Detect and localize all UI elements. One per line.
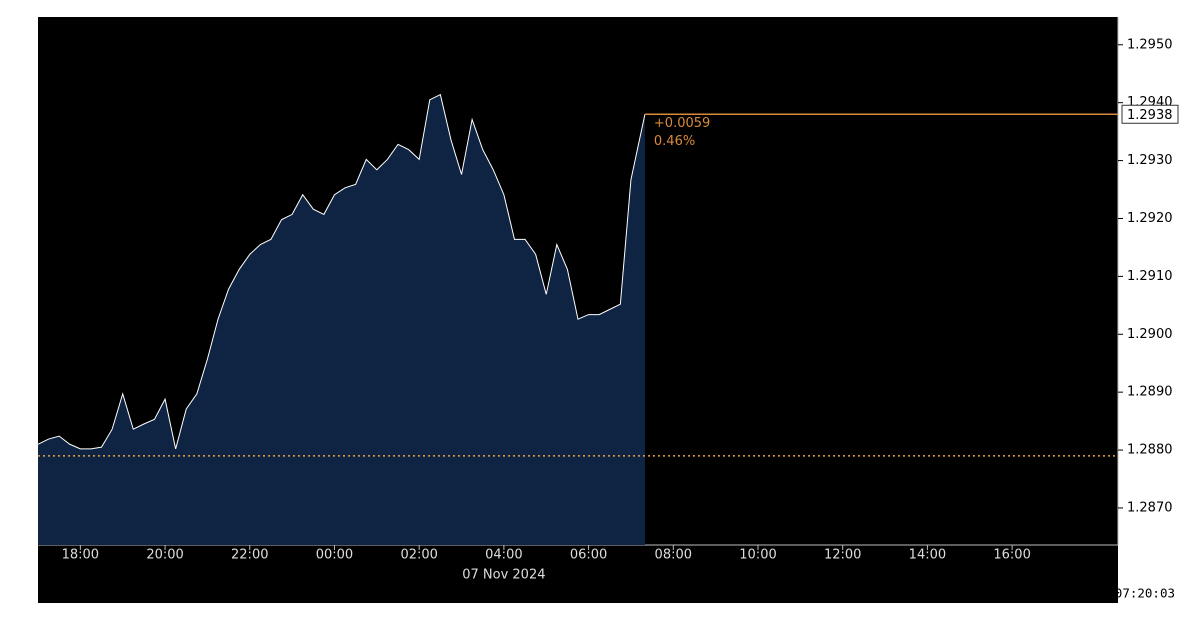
price-line [37, 93, 646, 450]
x-tick-label: 18:00 [62, 548, 99, 563]
x-tick-label: 16:00 [993, 548, 1030, 563]
y-tick-label: 1.2910 [1127, 269, 1173, 284]
y-tick-label: 1.2880 [1127, 443, 1173, 458]
y-tick-label: 1.2900 [1127, 327, 1173, 342]
x-tick-label: 14:00 [909, 548, 946, 563]
footer-left: GBP Curncy (British Pound Spot) 1 Days T… [40, 586, 364, 601]
change-annotation: 0.46% [654, 134, 695, 149]
last-value-box [1121, 104, 1179, 124]
y-tick-label: 1.2870 [1127, 500, 1173, 515]
footer-right: 07-Nov-2024 07:20:03 [1024, 586, 1175, 601]
x-tick-label: 10:00 [739, 548, 776, 563]
x-tick-label: 20:00 [146, 548, 183, 563]
x-tick-label: 06:00 [570, 548, 607, 563]
area [38, 94, 645, 545]
x-tick-label: 04:00 [485, 548, 522, 563]
y-tick-label: 1.2930 [1127, 153, 1173, 168]
x-tick-label: 08:00 [655, 548, 692, 563]
date-label: 07 Nov 2024 [462, 568, 545, 583]
footer-center: Copyright© 2024 Bloomberg Finance L.P. [547, 586, 833, 601]
x-tick-label: 02:00 [400, 548, 437, 563]
change-annotation: +0.0059 [654, 116, 710, 131]
y-tick-label: 1.2950 [1127, 37, 1173, 52]
y-tick-label: 1.2890 [1127, 385, 1173, 400]
last-value-label: 1.2938 [1127, 108, 1173, 123]
x-tick-label: 00:00 [316, 548, 353, 563]
x-tick-label: 22:00 [231, 548, 268, 563]
x-tick-label: 12:00 [824, 548, 861, 563]
y-tick-label: 1.2920 [1127, 211, 1173, 226]
